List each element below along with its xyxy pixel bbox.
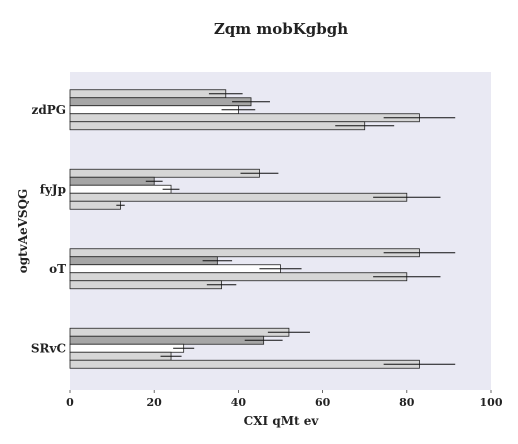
bar-oT-1	[69, 256, 218, 266]
x-axis-label: CXI qMt ev	[244, 414, 320, 428]
x-tick-label: 20	[147, 396, 163, 409]
y-axis-label: ogtvAeVSQG	[16, 189, 30, 274]
bar-SRvC-1	[69, 335, 265, 345]
bar-zdPG-3	[69, 113, 420, 123]
bar-zdPG-2	[69, 105, 239, 115]
x-tick-label: 0	[66, 396, 74, 409]
bar-SRvC-3	[69, 351, 172, 361]
bar-oT-4	[69, 280, 222, 290]
bar-fyJp-0	[69, 168, 260, 178]
bar-SRvC-0	[69, 327, 290, 337]
bar-fyJp-4	[69, 200, 121, 210]
y-tick-label: SRvC	[31, 341, 66, 355]
bar-zdPG-0	[69, 89, 227, 99]
bar-SRvC-4	[69, 359, 420, 369]
y-tick-label: oT	[49, 262, 66, 276]
x-tick-label: 80	[399, 396, 415, 409]
y-tick-label: fyJp	[40, 182, 66, 196]
bar-oT-3	[69, 272, 408, 282]
bar-oT-2	[69, 264, 281, 274]
x-tick-label: 60	[315, 396, 331, 409]
bar-zdPG-4	[69, 121, 366, 131]
y-tick-label: zdPG	[32, 103, 66, 117]
bar-fyJp-2	[69, 184, 172, 194]
bar-fyJp-1	[69, 176, 155, 186]
chart-title: Zqm mobKgbgh	[214, 20, 348, 38]
bar-oT-0	[69, 248, 420, 258]
bar-SRvC-2	[69, 343, 185, 353]
x-tick-label: 100	[480, 396, 503, 409]
bar-fyJp-3	[69, 192, 408, 202]
bar-zdPG-1	[69, 97, 252, 107]
x-tick-label: 40	[231, 396, 247, 409]
